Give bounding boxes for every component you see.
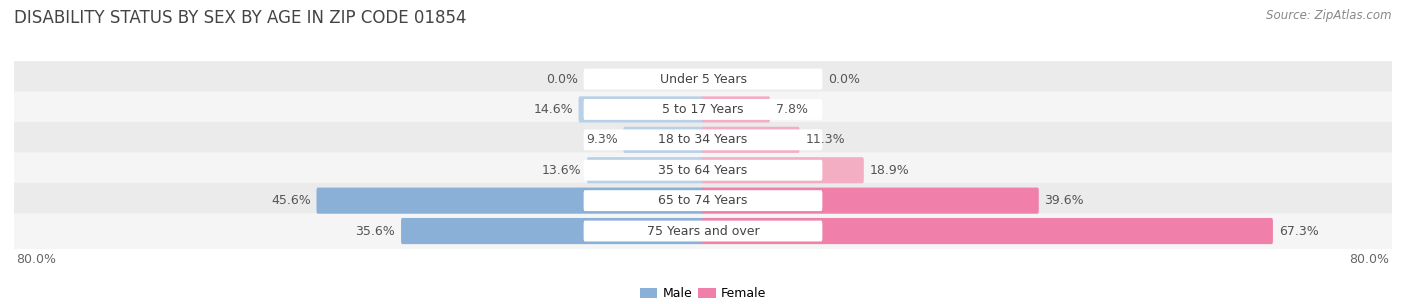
FancyBboxPatch shape <box>13 92 1393 127</box>
FancyBboxPatch shape <box>13 61 1393 97</box>
Text: 18.9%: 18.9% <box>869 164 910 177</box>
FancyBboxPatch shape <box>623 127 704 153</box>
Text: 35.6%: 35.6% <box>356 225 395 237</box>
Text: 67.3%: 67.3% <box>1278 225 1319 237</box>
Text: Under 5 Years: Under 5 Years <box>659 73 747 85</box>
Text: DISABILITY STATUS BY SEX BY AGE IN ZIP CODE 01854: DISABILITY STATUS BY SEX BY AGE IN ZIP C… <box>14 9 467 27</box>
FancyBboxPatch shape <box>583 190 823 211</box>
FancyBboxPatch shape <box>702 188 1039 214</box>
Text: 35 to 64 Years: 35 to 64 Years <box>658 164 748 177</box>
Text: 65 to 74 Years: 65 to 74 Years <box>658 194 748 207</box>
FancyBboxPatch shape <box>13 213 1393 249</box>
FancyBboxPatch shape <box>588 157 704 183</box>
FancyBboxPatch shape <box>13 183 1393 219</box>
FancyBboxPatch shape <box>702 157 863 183</box>
Text: 9.3%: 9.3% <box>586 133 617 146</box>
FancyBboxPatch shape <box>401 218 704 244</box>
Legend: Male, Female: Male, Female <box>636 282 770 304</box>
Text: 11.3%: 11.3% <box>806 133 845 146</box>
FancyBboxPatch shape <box>702 127 800 153</box>
Text: Source: ZipAtlas.com: Source: ZipAtlas.com <box>1267 9 1392 22</box>
FancyBboxPatch shape <box>702 96 770 123</box>
Text: 0.0%: 0.0% <box>828 73 860 85</box>
FancyBboxPatch shape <box>583 221 823 241</box>
FancyBboxPatch shape <box>578 96 704 123</box>
FancyBboxPatch shape <box>316 188 704 214</box>
Text: 39.6%: 39.6% <box>1045 194 1084 207</box>
FancyBboxPatch shape <box>583 69 823 89</box>
Text: 80.0%: 80.0% <box>17 253 56 266</box>
Text: 18 to 34 Years: 18 to 34 Years <box>658 133 748 146</box>
FancyBboxPatch shape <box>13 152 1393 188</box>
Text: 13.6%: 13.6% <box>541 164 581 177</box>
Text: 80.0%: 80.0% <box>1350 253 1389 266</box>
Text: 7.8%: 7.8% <box>776 103 807 116</box>
Text: 75 Years and over: 75 Years and over <box>647 225 759 237</box>
Text: 0.0%: 0.0% <box>546 73 578 85</box>
Text: 5 to 17 Years: 5 to 17 Years <box>662 103 744 116</box>
FancyBboxPatch shape <box>583 130 823 150</box>
FancyBboxPatch shape <box>702 218 1272 244</box>
FancyBboxPatch shape <box>583 99 823 120</box>
FancyBboxPatch shape <box>583 160 823 181</box>
Text: 45.6%: 45.6% <box>271 194 311 207</box>
FancyBboxPatch shape <box>13 122 1393 158</box>
Text: 14.6%: 14.6% <box>533 103 572 116</box>
